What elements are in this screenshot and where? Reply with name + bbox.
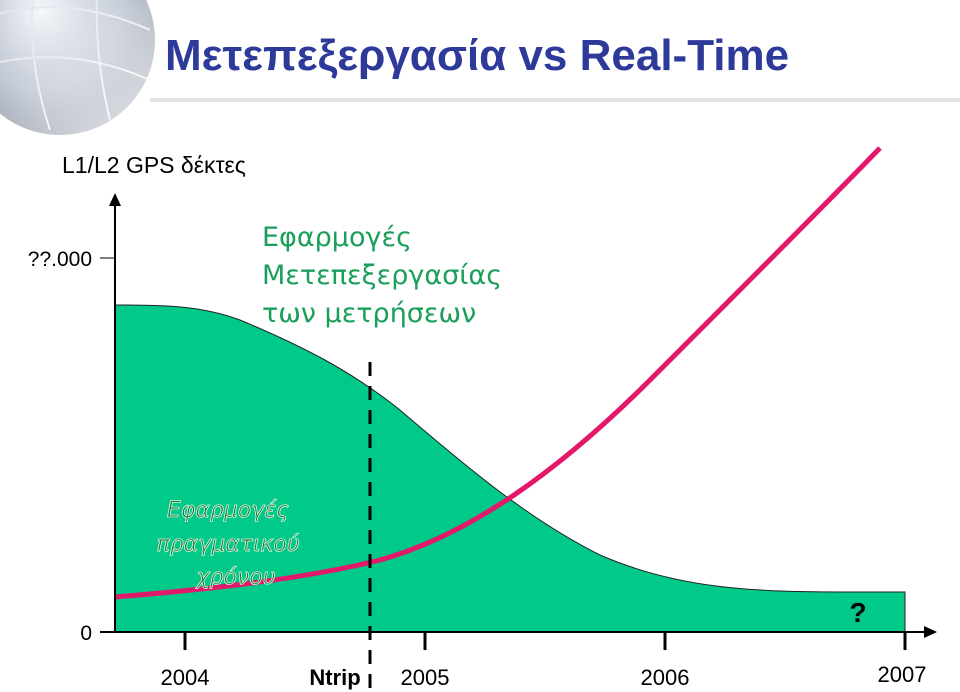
y-arrow [109, 193, 121, 206]
unknown-marker: ? [849, 597, 866, 628]
post-processing-area [114, 304, 906, 633]
x-arrow [924, 626, 937, 638]
label-line: των μετρήσεων [262, 298, 476, 329]
label-line: Μετεπεξεργασίας [262, 260, 502, 291]
real-time-curve [114, 146, 882, 600]
globe-icon [0, 0, 170, 150]
label-line: Εφαρμογές [167, 498, 289, 523]
label-line: πραγματικού [156, 532, 299, 557]
x-label: 2006 [641, 665, 690, 690]
x-label: 2005 [401, 665, 450, 690]
receivers-label: L1/L2 GPS δέκτες [62, 152, 246, 178]
y-zero-label: 0 [80, 622, 92, 645]
real-time-label: Εφαρμογές πραγματικού χρόνου [156, 498, 300, 591]
title: Μετεπεξεργασία vs Real-Time [165, 31, 789, 80]
x-ticks [183, 632, 907, 650]
y-top-label: ??.000 [28, 248, 92, 271]
ntrip-label: Ntrip [309, 665, 360, 690]
x-label: 2007 [878, 662, 927, 687]
label-line: χρόνου [196, 565, 276, 590]
post-processing-label: Εφαρμογές Μετεπεξεργασίας των μετρήσεων [262, 222, 502, 329]
x-label: 2004 [161, 665, 210, 690]
label-line: Εφαρμογές [262, 222, 412, 253]
